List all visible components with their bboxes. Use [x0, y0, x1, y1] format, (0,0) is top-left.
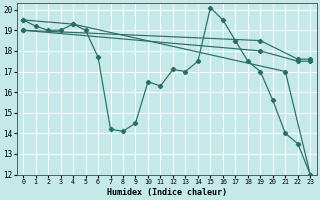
X-axis label: Humidex (Indice chaleur): Humidex (Indice chaleur) — [107, 188, 227, 197]
